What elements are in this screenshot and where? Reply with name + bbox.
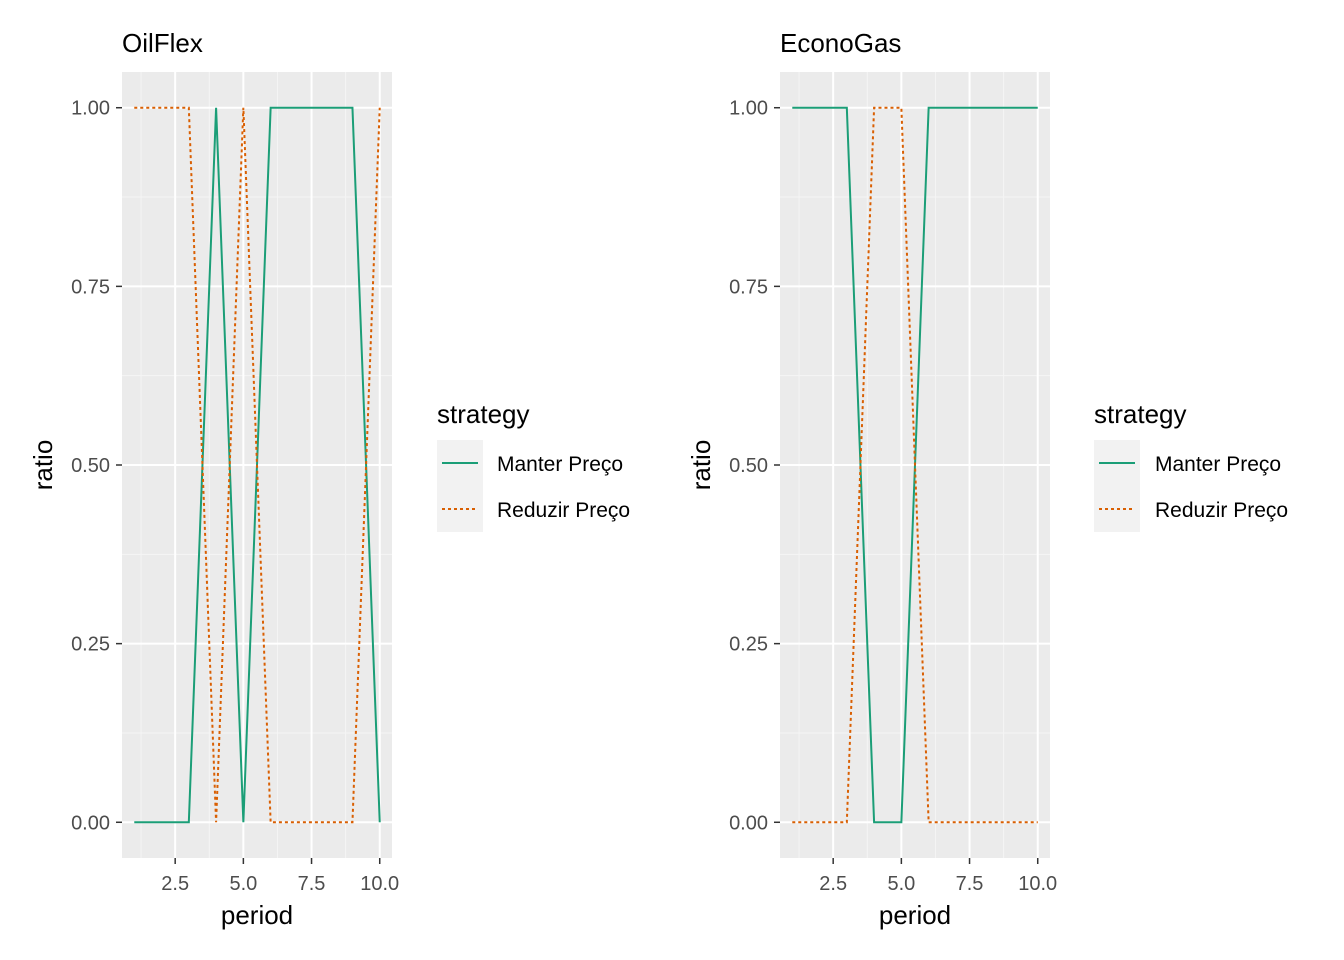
y-tick-label: 0.50 <box>729 455 768 477</box>
x-tick-label: 2.5 <box>819 873 847 895</box>
x-axis: 2.5 5.0 7.5 10.0 <box>161 858 399 895</box>
x-tick-label: 2.5 <box>161 873 189 895</box>
legend-title: strategy <box>1094 399 1187 429</box>
series-line-reduzir <box>134 106 381 824</box>
chart-title: EconoGas <box>780 28 901 58</box>
chart-title: OilFlex <box>122 28 203 58</box>
series-lines <box>134 106 381 824</box>
legend-label-reduzir: Reduzir Preço <box>497 499 630 522</box>
x-axis-title: period <box>221 900 293 930</box>
x-tick-label: 10.0 <box>1018 873 1057 895</box>
x-tick-label: 7.5 <box>956 873 984 895</box>
x-axis-title: period <box>879 900 951 930</box>
x-tick-label: 10.0 <box>360 873 399 895</box>
y-tick-label: 1.00 <box>71 98 110 120</box>
y-tick-label: 0.00 <box>729 812 768 834</box>
y-tick-label: 0.25 <box>729 634 768 656</box>
legend-title: strategy <box>437 399 530 429</box>
x-tick-label: 7.5 <box>298 873 326 895</box>
y-axis-title: ratio <box>686 440 716 491</box>
x-axis: 2.5 5.0 7.5 10.0 <box>819 858 1057 895</box>
y-tick-label: 0.75 <box>729 276 768 298</box>
y-axis-title: ratio <box>28 440 58 491</box>
x-tick-label: 5.0 <box>887 873 915 895</box>
panel-econogas: EconoGas 0.00 0.25 0.50 0.75 1.00 2.5 5.0 7.5 1… <box>686 28 1288 930</box>
y-axis: 0.00 0.25 0.50 0.75 1.00 <box>71 98 122 834</box>
panel-oilflex: OilFlex 0.00 0.25 0.50 0.75 1.00 2.5 5.0 7.5 10… <box>28 28 630 930</box>
legend: strategy Manter Preço Reduzir Preço <box>437 399 630 532</box>
legend: strategy Manter Preço Reduzir Preço <box>1094 399 1288 532</box>
grid <box>780 72 1050 858</box>
legend-label-reduzir: Reduzir Preço <box>1155 499 1288 522</box>
y-tick-label: 1.00 <box>729 98 768 120</box>
y-tick-label: 0.75 <box>71 276 110 298</box>
series-lines <box>792 106 1038 824</box>
y-tick-label: 0.25 <box>71 634 110 656</box>
y-axis: 0.00 0.25 0.50 0.75 1.00 <box>729 98 780 834</box>
x-tick-label: 5.0 <box>229 873 257 895</box>
legend-label-manter: Manter Preço <box>1155 453 1281 476</box>
y-tick-label: 0.00 <box>71 812 110 834</box>
y-tick-label: 0.50 <box>71 455 110 477</box>
series-line-reduzir <box>792 106 1038 824</box>
legend-label-manter: Manter Preço <box>497 453 623 476</box>
